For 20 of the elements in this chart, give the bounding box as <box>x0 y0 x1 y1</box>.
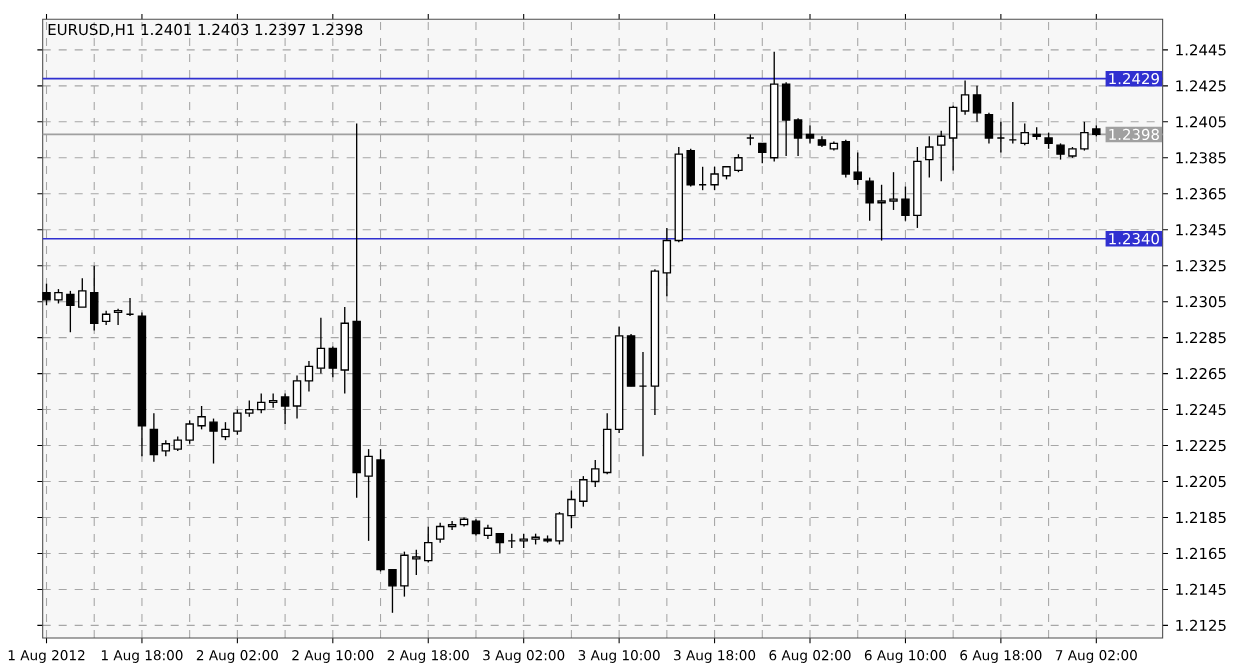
candlestick <box>960 79 970 116</box>
candlestick <box>292 374 302 420</box>
candlestick <box>948 104 958 172</box>
candlestick <box>316 317 326 375</box>
candlestick <box>793 117 803 157</box>
candlestick <box>328 345 338 378</box>
candlestick <box>972 85 982 123</box>
candlestick <box>149 412 159 463</box>
candlestick <box>113 308 123 326</box>
candlestick <box>662 227 672 297</box>
candlestick <box>280 392 290 425</box>
candlestick <box>925 135 934 179</box>
candlestick <box>435 522 445 544</box>
candlestick <box>447 520 457 531</box>
candlestick <box>495 532 505 555</box>
candlestick <box>304 360 314 393</box>
candlestick <box>781 81 791 157</box>
candlestick <box>936 130 946 182</box>
candlestick <box>805 124 815 145</box>
candlestick <box>984 112 994 145</box>
